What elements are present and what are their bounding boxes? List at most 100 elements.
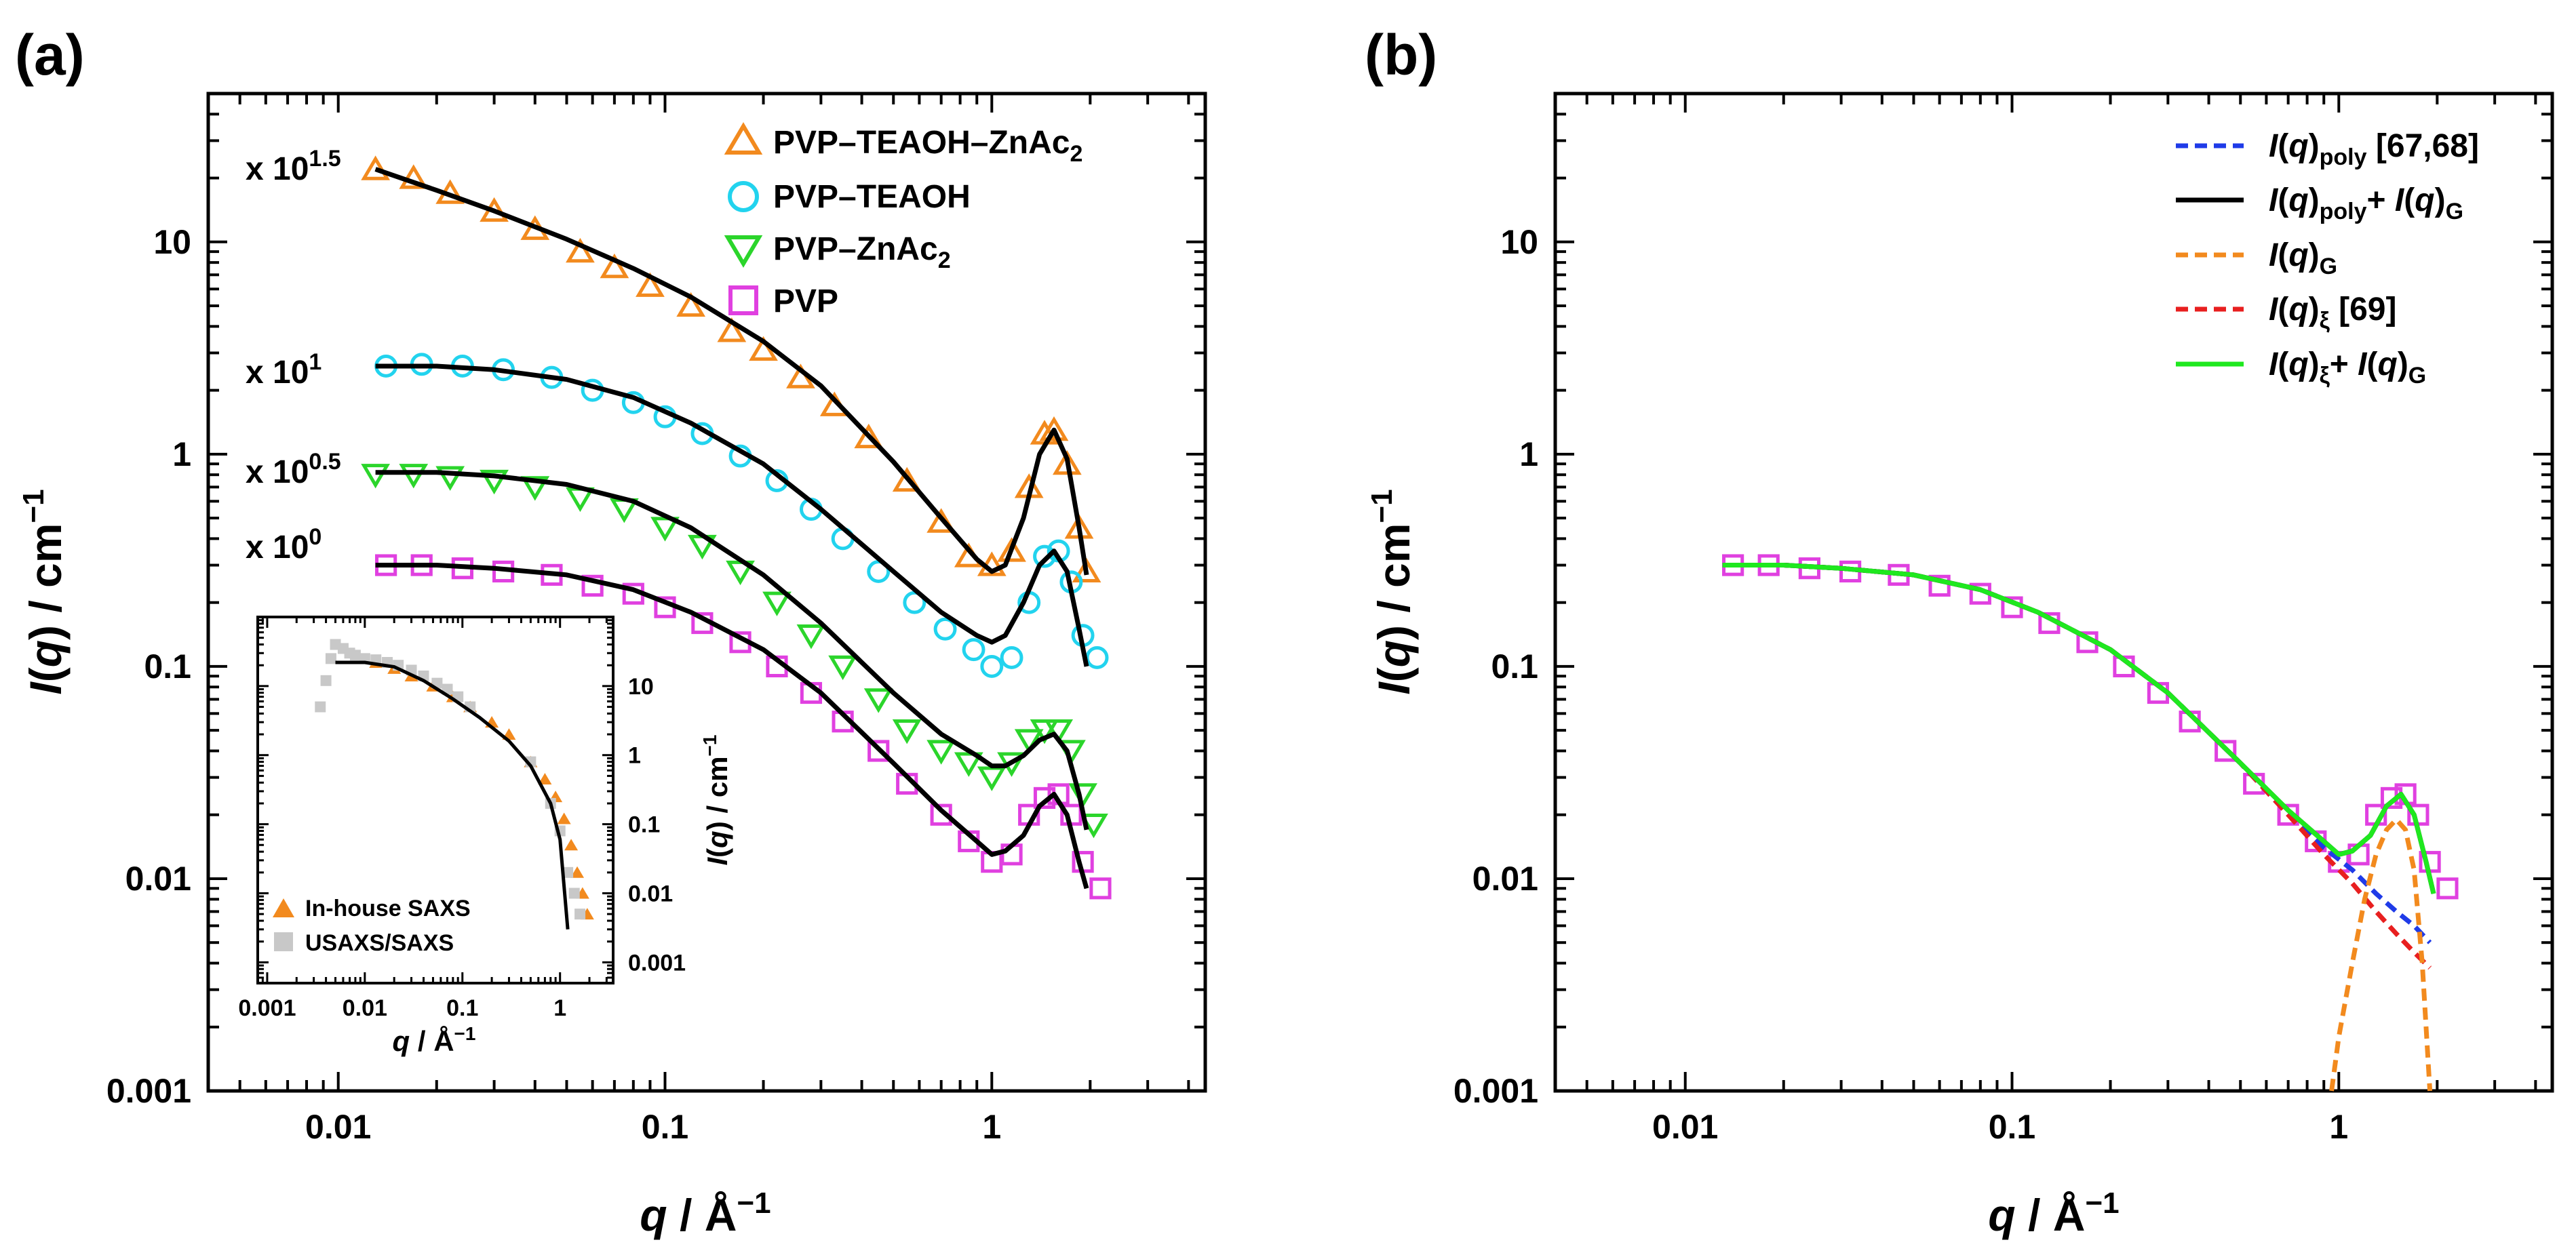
- legend-label: PVP–ZnAc2: [773, 231, 951, 273]
- legend-label: I(q)poly [67,68]: [2269, 128, 2479, 170]
- x-tick-label: 0.001: [238, 995, 296, 1021]
- panel-a-legend: PVP–TEAOH–ZnAc2 PVP–TEAOH PVP–ZnAc2 PVP: [724, 122, 1082, 319]
- x-tick-label: 1: [982, 1108, 1001, 1146]
- data-point: [1044, 719, 1074, 744]
- y-tick-label: 0.001: [1453, 1072, 1538, 1110]
- data-point: [566, 237, 595, 263]
- data-point: [361, 155, 390, 180]
- scale-annotation: x 101.5: [246, 146, 341, 187]
- panel-b-label: (b): [1365, 23, 1437, 87]
- data-point: [997, 537, 1026, 562]
- legend-label: I(q)ξ [69]: [2269, 292, 2396, 334]
- data-point: [1014, 729, 1044, 754]
- y-tick-label: 0.001: [106, 1072, 191, 1110]
- inset-fit-line: [335, 660, 570, 930]
- data-point: [717, 317, 747, 342]
- data-point: [320, 675, 332, 686]
- panel-a-label: (a): [15, 23, 85, 87]
- legend-label: PVP–TEAOH: [773, 179, 971, 215]
- y-tick-label: 1: [172, 435, 191, 473]
- legend-item: I(q)poly+ I(q)G: [2176, 182, 2463, 224]
- data-point: [325, 653, 336, 664]
- filled-square-icon: [274, 932, 293, 951]
- panel-a-fits: [374, 167, 1089, 890]
- data-point: [828, 655, 858, 681]
- y-tick-label: 0.01: [1472, 860, 1538, 898]
- data-point: [361, 464, 390, 489]
- scale-annotation: x 100.5: [246, 449, 341, 490]
- data-point: [2277, 803, 2299, 826]
- panel-b-curves: [1722, 563, 2436, 1092]
- legend-item: I(q)ξ+ I(q)G: [2176, 346, 2426, 389]
- data-point: [315, 701, 326, 713]
- y-tick-label: 0.1: [628, 812, 660, 838]
- data-point: [562, 866, 574, 878]
- x-tick-label: 0.01: [1652, 1108, 1718, 1146]
- data-point: [349, 650, 361, 661]
- panel-a-y-axis-title: I(q) / cm−1: [17, 489, 71, 694]
- triangle-up-icon: [724, 122, 763, 155]
- legend-label: PVP: [773, 283, 838, 319]
- data-point: [926, 740, 956, 765]
- data-point: [480, 469, 509, 495]
- inset-legend: In-house SAXS USAXS/SAXS: [273, 896, 471, 956]
- data-point: [1033, 544, 1056, 568]
- data-point: [1928, 574, 1951, 597]
- data-point: [892, 466, 922, 492]
- inset-y-axis-title: I(q) / cm−1: [699, 735, 733, 866]
- filled-triangle-icon: [273, 898, 294, 917]
- data-point: [1030, 719, 1059, 744]
- y-tick-label: 1: [628, 743, 641, 769]
- data-point: [933, 617, 957, 641]
- data-point: [1000, 645, 1023, 669]
- data-point: [1052, 450, 1082, 475]
- data-point: [399, 464, 429, 489]
- data-point: [903, 591, 926, 614]
- data-point: [581, 574, 604, 597]
- legend-item: PVP–TEAOH: [728, 179, 971, 215]
- data-point: [749, 336, 778, 361]
- inset-ticks: 0.001 0.01 0.1 1 0.001 0.01 0.1 1 10: [238, 616, 686, 1021]
- legend-label: I(q)ξ+ I(q)G: [2269, 346, 2426, 389]
- data-point: [930, 803, 952, 826]
- data-point: [570, 866, 585, 878]
- inset-legend-label: In-house SAXS: [305, 896, 471, 921]
- y-tick-label: 10: [628, 674, 654, 700]
- data-point: [796, 624, 826, 650]
- data-point: [867, 740, 890, 762]
- y-tick-label: 10: [1500, 223, 1538, 261]
- fit-line: [375, 363, 1089, 667]
- fit-line: [375, 563, 1089, 890]
- data-point: [762, 591, 792, 616]
- panel-a-ticks: 0.01 0.1 1 0.001 0.01 0.1 1 10: [106, 92, 1205, 1146]
- y-tick-label: 0.1: [144, 648, 191, 685]
- data-point: [954, 752, 983, 777]
- y-tick-label: 0.01: [628, 881, 673, 907]
- legend-item: PVP: [728, 283, 838, 319]
- inset-fit: [335, 660, 570, 930]
- data-point: [564, 839, 579, 851]
- data-point: [962, 638, 985, 662]
- scale-annotation: x 101: [246, 349, 321, 391]
- y-tick-label: 0.1: [1491, 648, 1538, 685]
- data-point: [2436, 877, 2459, 900]
- inset-legend-label: USAXS/SAXS: [305, 930, 454, 956]
- data-point: [568, 888, 580, 899]
- legend-item: I(q)ξ [69]: [2176, 292, 2396, 334]
- legend-item: PVP–ZnAc2: [724, 231, 951, 273]
- square-icon: [728, 285, 758, 315]
- data-point: [980, 654, 1004, 678]
- y-tick-label: 0.01: [125, 860, 191, 898]
- data-point: [2214, 740, 2237, 762]
- fit-line: [375, 470, 1089, 831]
- data-point: [1072, 557, 1101, 583]
- legend-item: I(q)poly [67,68]: [2176, 128, 2479, 170]
- data-point: [1039, 416, 1069, 441]
- triangle-down-icon: [724, 235, 763, 268]
- y-tick-label: 10: [153, 223, 191, 261]
- circle-icon: [728, 181, 759, 212]
- panel-a: (a) 0.01 0.1 1 0.001 0.01 0.1 1 10 q / Å−1 I(q)…: [15, 23, 1207, 1240]
- legend-item: PVP–TEAOH–ZnAc2: [724, 122, 1082, 167]
- x-tick-label: 0.1: [642, 1108, 689, 1146]
